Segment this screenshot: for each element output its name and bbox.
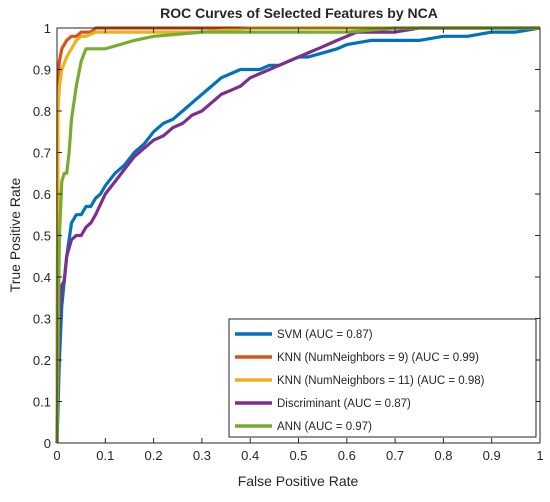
x-tick-label-3: 0.3 xyxy=(193,448,211,463)
y-tick-label-7: 0.7 xyxy=(33,146,51,161)
y-axis-title: True Positive Rate xyxy=(7,177,23,292)
y-tick-label-1: 0.1 xyxy=(33,395,51,410)
y-tick-label-0: 0 xyxy=(44,436,51,451)
x-tick-label-5: 0.5 xyxy=(289,448,307,463)
y-tick-label-5: 0.5 xyxy=(33,229,51,244)
legend-label-3: Discriminant (AUC = 0.87) xyxy=(277,398,411,410)
x-tick-label-6: 0.6 xyxy=(338,448,356,463)
y-tick-label-8: 0.8 xyxy=(33,104,51,119)
chart-title: ROC Curves of Selected Features by NCA xyxy=(160,5,438,21)
x-tick-label-9: 0.9 xyxy=(483,448,501,463)
series-line-3 xyxy=(55,26,540,444)
x-tick-label-4: 0.4 xyxy=(241,448,259,463)
y-tick-label-9: 0.9 xyxy=(33,63,51,78)
x-tick-label-1: 0.1 xyxy=(96,448,114,463)
x-axis-title: False Positive Rate xyxy=(238,473,359,489)
series-line-0 xyxy=(55,26,541,444)
legend-label-1: KNN (NumNeighbors = 9) (AUC = 0.99) xyxy=(277,352,479,364)
y-tick-label-4: 0.4 xyxy=(33,270,51,285)
legend-label-0: SVM (AUC = 0.87) xyxy=(277,329,373,341)
x-tick-label-0: 0 xyxy=(53,448,60,463)
x-tick-label-2: 0.2 xyxy=(145,448,163,463)
legend-label-4: ANN (AUC = 0.97) xyxy=(277,421,372,433)
series-group xyxy=(55,26,541,444)
x-tick-label-10: 1 xyxy=(536,448,543,463)
legend-label-2: KNN (NumNeighbors = 11) (AUC = 0.98) xyxy=(277,375,485,387)
series-line-4 xyxy=(55,26,540,444)
x-tick-label-8: 0.8 xyxy=(434,448,452,463)
legend: SVM (AUC = 0.87) KNN (NumNeighbors = 9) (… xyxy=(228,318,537,438)
legend-box xyxy=(228,318,537,438)
y-tick-label-2: 0.2 xyxy=(33,353,51,368)
x-tick-label-7: 0.7 xyxy=(386,448,404,463)
ticks-group: 0 0.1 0.2 0.3 0.4 0.5 0.6 0.7 0.8 0.9 1 0 0.1 0.2 0.3 0… xyxy=(33,21,544,463)
y-tick-label-10: 1 xyxy=(44,21,51,36)
y-tick-label-3: 0.3 xyxy=(33,312,51,327)
y-tick-label-6: 0.6 xyxy=(33,187,51,202)
